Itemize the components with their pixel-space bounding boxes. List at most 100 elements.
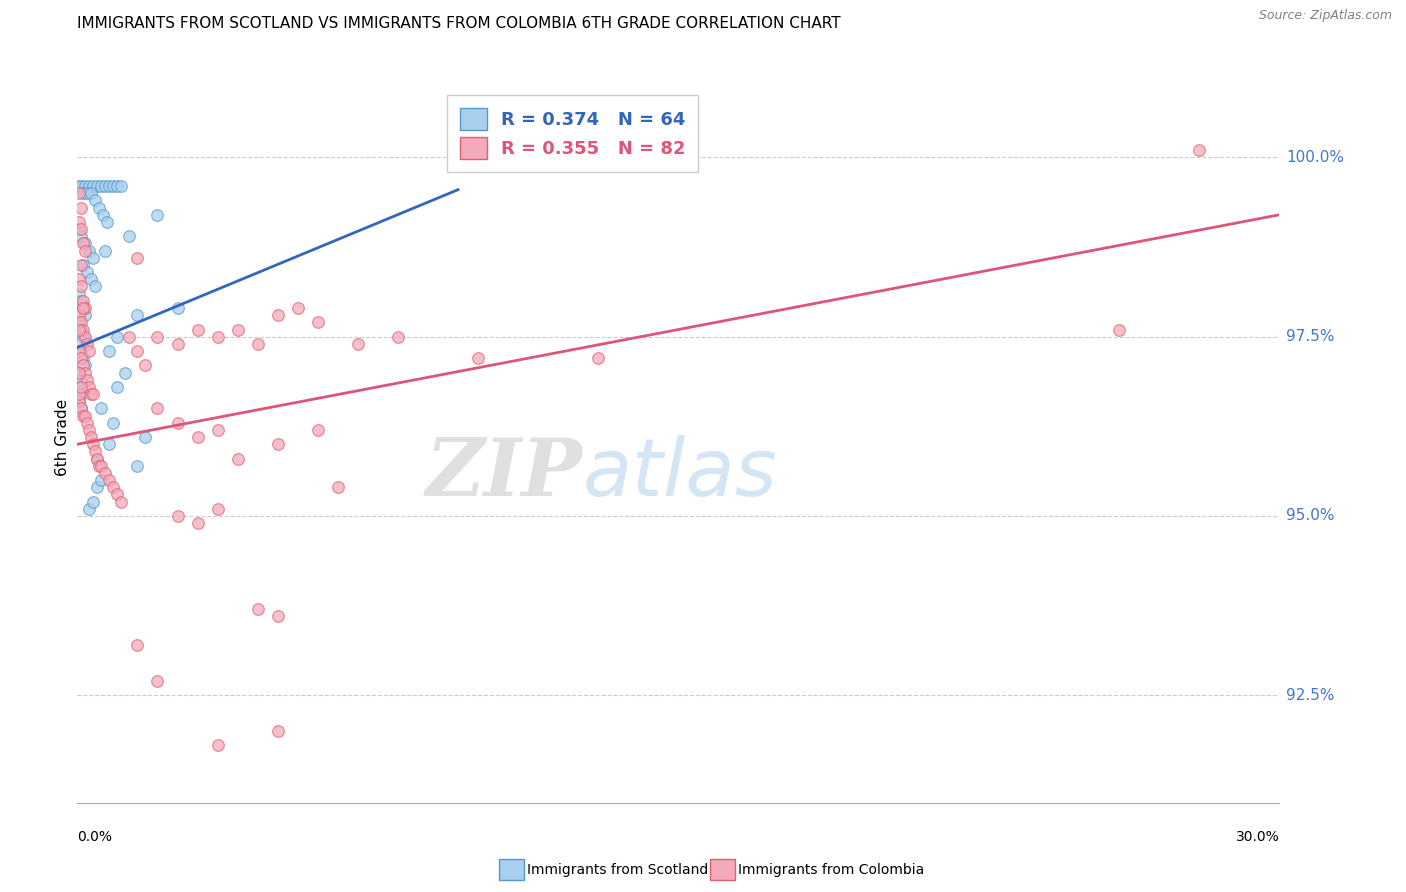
Point: [86, 451, 108, 466]
Point: [246, 336, 269, 351]
Point: [86, 451, 108, 466]
Point: [90, 458, 112, 473]
Point: [70, 351, 93, 366]
Point: [98, 473, 121, 487]
Text: 30.0%: 30.0%: [1236, 830, 1279, 844]
Point: [72, 359, 94, 373]
Point: [70, 401, 93, 416]
Point: [207, 329, 229, 343]
Point: [114, 366, 136, 380]
Point: [103, 416, 125, 430]
Point: [307, 423, 329, 437]
Point: [146, 208, 169, 222]
Point: [287, 301, 309, 315]
Point: [118, 229, 141, 244]
Point: [67, 394, 90, 409]
Text: Immigrants from Colombia: Immigrants from Colombia: [738, 863, 924, 877]
Point: [70, 179, 93, 194]
Point: [70, 293, 93, 308]
Point: [76, 265, 98, 279]
Point: [1108, 322, 1130, 336]
Point: [67, 322, 90, 336]
Point: [166, 416, 188, 430]
Point: [72, 351, 94, 366]
Point: [207, 739, 229, 753]
Point: [166, 508, 188, 523]
Point: [118, 329, 141, 343]
Point: [76, 416, 98, 430]
Point: [70, 229, 93, 244]
Point: [82, 494, 104, 508]
Point: [67, 215, 90, 229]
Point: [267, 437, 290, 451]
Point: [67, 186, 90, 201]
Point: [110, 494, 132, 508]
Point: [67, 286, 90, 301]
Text: 97.5%: 97.5%: [1286, 329, 1334, 344]
Point: [1188, 143, 1211, 157]
Point: [134, 430, 156, 444]
Point: [267, 609, 290, 624]
Point: [93, 208, 115, 222]
Point: [70, 315, 93, 329]
Point: [80, 387, 103, 401]
Point: [82, 179, 104, 194]
Point: [76, 186, 98, 201]
Point: [80, 430, 103, 444]
Point: [79, 501, 101, 516]
Text: 95.0%: 95.0%: [1286, 508, 1334, 524]
Point: [207, 423, 229, 437]
Point: [166, 336, 188, 351]
Point: [72, 236, 94, 251]
Point: [186, 430, 209, 444]
Point: [82, 387, 104, 401]
Point: [72, 293, 94, 308]
Point: [127, 344, 149, 359]
Point: [84, 444, 107, 458]
Point: [75, 409, 97, 423]
Point: [79, 423, 101, 437]
Point: [103, 480, 125, 494]
Point: [75, 329, 97, 343]
Point: [76, 373, 98, 387]
Point: [86, 179, 108, 194]
Point: [67, 366, 90, 380]
Point: [67, 315, 90, 329]
Point: [70, 387, 93, 401]
Point: [67, 387, 90, 401]
Y-axis label: 6th Grade: 6th Grade: [55, 399, 70, 475]
Text: Source: ZipAtlas.com: Source: ZipAtlas.com: [1258, 9, 1392, 22]
Point: [67, 344, 90, 359]
Point: [70, 201, 93, 215]
Point: [94, 244, 117, 258]
Point: [79, 179, 101, 194]
Point: [70, 380, 93, 394]
Point: [75, 179, 97, 194]
Point: [67, 394, 90, 409]
Point: [70, 373, 93, 387]
Point: [146, 401, 169, 416]
Point: [70, 222, 93, 236]
Point: [86, 480, 108, 494]
Text: 92.5%: 92.5%: [1286, 688, 1334, 703]
Point: [267, 724, 290, 739]
Text: Immigrants from Scotland: Immigrants from Scotland: [527, 863, 709, 877]
Point: [267, 308, 290, 322]
Point: [387, 329, 409, 343]
Point: [107, 179, 129, 194]
Point: [307, 315, 329, 329]
Point: [94, 466, 117, 480]
Text: 0.0%: 0.0%: [77, 830, 112, 844]
Point: [146, 329, 169, 343]
Point: [75, 301, 97, 315]
Point: [89, 458, 111, 473]
Point: [79, 244, 101, 258]
Point: [80, 186, 103, 201]
Point: [103, 179, 125, 194]
Point: [107, 487, 129, 501]
Point: [72, 301, 94, 315]
Point: [70, 344, 93, 359]
Point: [80, 272, 103, 286]
Point: [67, 336, 90, 351]
Point: [72, 186, 94, 201]
